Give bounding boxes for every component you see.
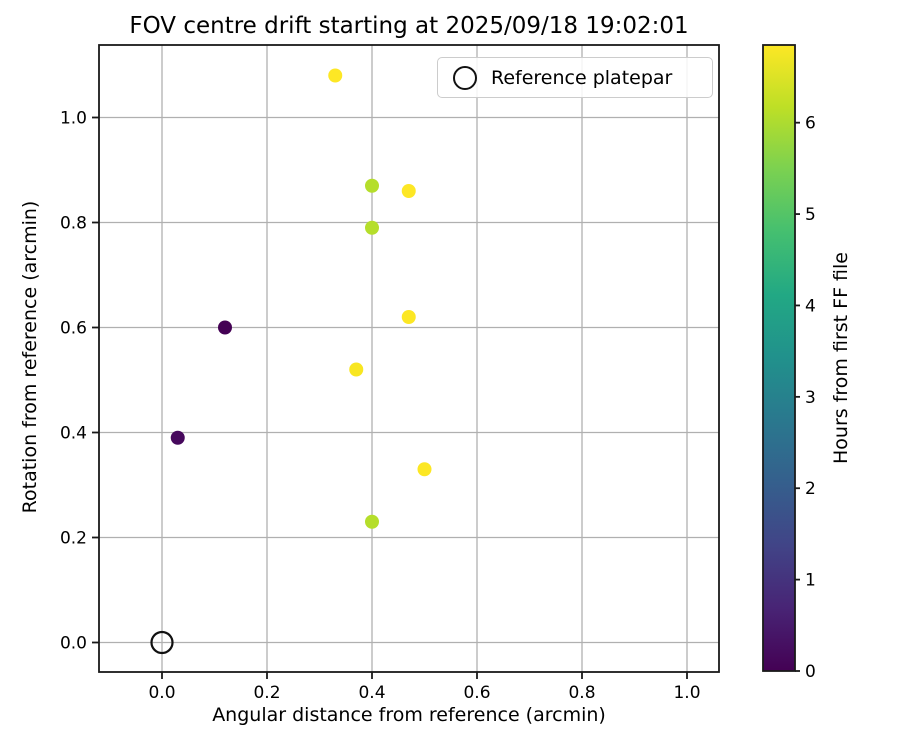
data-point: [365, 514, 379, 529]
data-point: [365, 178, 379, 193]
grid-lines: [99, 45, 719, 672]
svg-text:1: 1: [805, 571, 816, 591]
svg-text:1.0: 1.0: [673, 683, 700, 703]
x-axis-ticks: 0.0 0.2 0.4 0.6 0.8 1.0: [148, 672, 701, 703]
x-axis-label: Angular distance from reference (arcmin): [212, 704, 606, 726]
data-point: [170, 430, 185, 445]
data-point: [349, 362, 364, 377]
svg-text:6: 6: [805, 114, 816, 134]
svg-text:0.0: 0.0: [148, 683, 175, 703]
svg-text:0.8: 0.8: [60, 214, 87, 234]
svg-text:0.6: 0.6: [463, 683, 490, 703]
data-point: [401, 310, 416, 324]
colorbar-label: Hours from first FF file: [830, 252, 852, 464]
svg-text:1.0: 1.0: [60, 109, 87, 129]
svg-text:0.8: 0.8: [568, 683, 595, 703]
svg-text:0: 0: [805, 662, 816, 682]
chart-title: FOV centre drift starting at 2025/09/18 …: [129, 13, 689, 39]
svg-text:2: 2: [805, 479, 816, 499]
svg-text:0.4: 0.4: [358, 683, 385, 703]
data-point: [218, 320, 232, 335]
data-point: [365, 220, 379, 235]
y-axis-label: Rotation from reference (arcmin): [19, 200, 41, 514]
legend-label: Reference platepar: [491, 66, 673, 89]
svg-text:0.4: 0.4: [60, 424, 87, 444]
svg-text:0.0: 0.0: [60, 634, 87, 654]
svg-text:0.2: 0.2: [253, 683, 280, 703]
colorbar: 0 1 2 3 4 5 6: [762, 44, 816, 682]
data-point: [417, 462, 432, 477]
svg-text:0.6: 0.6: [60, 319, 87, 339]
y-axis-ticks: 0.0 0.2 0.4 0.6 0.8 1.0: [60, 109, 99, 654]
axes-spines: [98, 44, 720, 673]
svg-text:0.2: 0.2: [60, 529, 87, 549]
open-circle-icon: [453, 65, 477, 90]
data-point: [401, 184, 416, 198]
reference-platepar-marker: [150, 630, 174, 655]
scatter-points: [170, 68, 432, 529]
svg-text:5: 5: [805, 205, 816, 225]
svg-text:3: 3: [805, 388, 816, 408]
legend: Reference platepar: [437, 57, 713, 98]
data-point: [328, 68, 343, 83]
svg-text:4: 4: [805, 296, 816, 316]
